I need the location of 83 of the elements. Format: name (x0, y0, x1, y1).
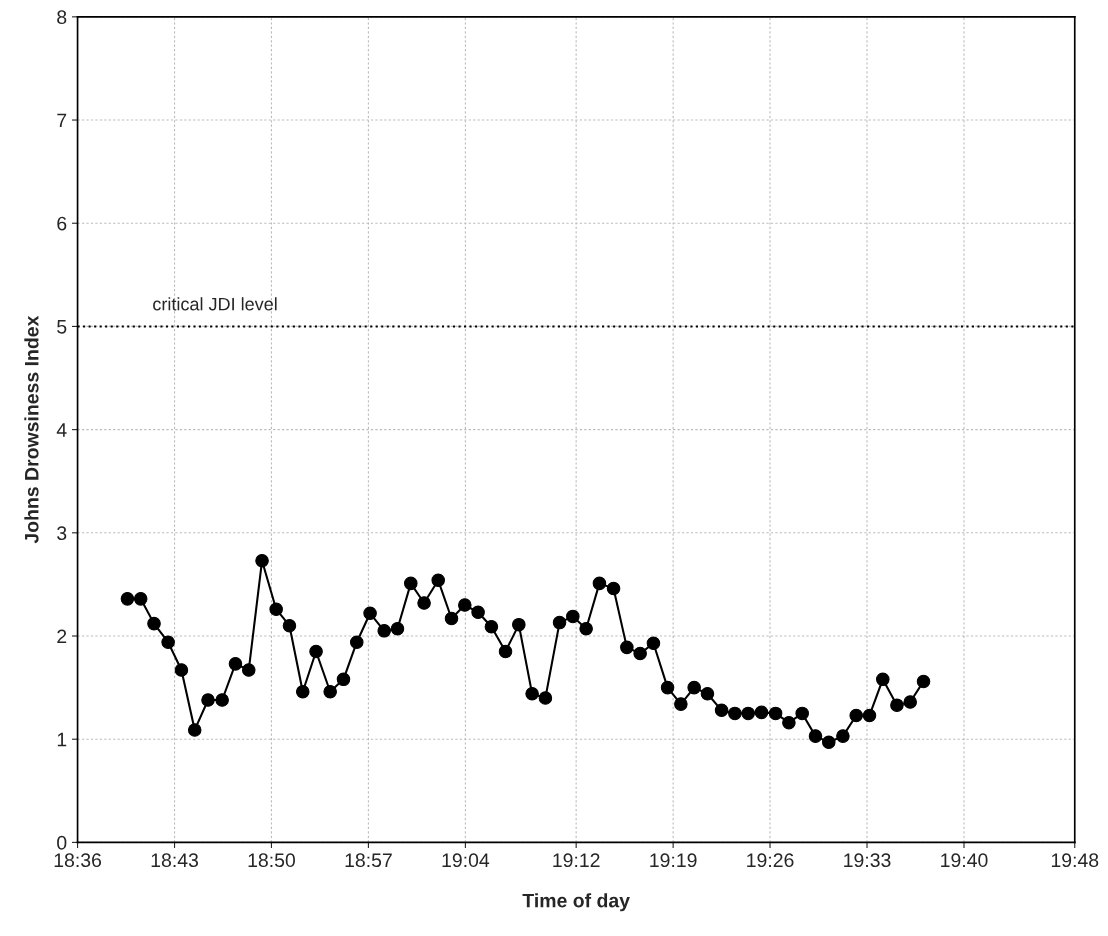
point (187, 723, 202, 737)
y-tick-label: 2 (57, 629, 67, 644)
x-tick-label: 19:19 (650, 853, 697, 868)
point (498, 644, 513, 659)
ref-line-label: critical JDI level (153, 297, 277, 311)
y-tick-label: 0 (57, 835, 67, 850)
point (633, 646, 647, 661)
point (538, 691, 553, 705)
point (660, 680, 675, 695)
point (174, 663, 189, 677)
x-tick-label: 18:36 (54, 853, 102, 868)
point (323, 684, 337, 699)
point (836, 729, 850, 743)
point (458, 598, 472, 612)
point (592, 576, 607, 591)
point (295, 684, 310, 699)
y-tick-label: 4 (56, 423, 67, 437)
point (201, 693, 215, 707)
point (700, 687, 715, 701)
point (133, 592, 148, 606)
point (862, 708, 877, 723)
x-axis-title: Time of day (522, 893, 630, 912)
point (282, 618, 297, 633)
x-tick-label: 19:12 (553, 853, 600, 868)
point (512, 617, 526, 632)
point (768, 706, 783, 721)
x-tick-label: 19:26 (747, 853, 794, 868)
point (674, 697, 688, 711)
x-tick-label: 19:33 (844, 853, 891, 868)
point (795, 706, 809, 721)
y-axis-title: Johns Drowsiness Index (24, 315, 39, 544)
point (215, 693, 229, 707)
point (161, 635, 175, 649)
x-tick-label: 18:57 (345, 853, 392, 868)
point (525, 687, 539, 701)
point (404, 576, 418, 591)
point (336, 672, 351, 687)
point (782, 715, 796, 730)
point (471, 605, 485, 620)
point (916, 674, 931, 689)
x-tick-label: 19:04 (442, 853, 490, 868)
point (876, 672, 890, 687)
point (390, 622, 405, 636)
point (255, 553, 269, 568)
point (552, 615, 567, 630)
y-tick-label: 3 (57, 526, 67, 541)
point (606, 581, 621, 596)
point (741, 706, 755, 721)
x-tick-label: 18:50 (248, 853, 295, 868)
point (417, 596, 431, 610)
point (484, 619, 499, 634)
y-tick-label: 5 (57, 320, 67, 334)
point (620, 640, 634, 655)
point (808, 729, 823, 743)
point (687, 680, 701, 695)
point (228, 657, 243, 671)
point (241, 663, 256, 677)
x-tick-label: 19:40 (941, 853, 988, 868)
y-tick-label: 6 (57, 216, 67, 231)
x-tick-label: 19:48 (1051, 853, 1099, 868)
point (728, 706, 742, 721)
point (579, 622, 593, 636)
point (431, 573, 445, 588)
point (350, 635, 364, 649)
point (849, 708, 863, 723)
y-tick-label: 8 (57, 10, 67, 25)
point (903, 695, 917, 709)
y-tick-label: 7 (57, 113, 67, 128)
point (309, 644, 323, 659)
point (890, 698, 904, 712)
point (363, 606, 377, 621)
point (269, 602, 283, 616)
point (714, 703, 729, 718)
y-tick-label: 1 (57, 732, 67, 747)
point (646, 636, 661, 651)
point (822, 735, 836, 750)
x-tick-label: 18:43 (151, 853, 199, 868)
point (147, 616, 161, 631)
point (120, 592, 135, 606)
point (566, 609, 580, 624)
point (754, 705, 769, 720)
point (377, 624, 391, 638)
point (444, 611, 459, 626)
